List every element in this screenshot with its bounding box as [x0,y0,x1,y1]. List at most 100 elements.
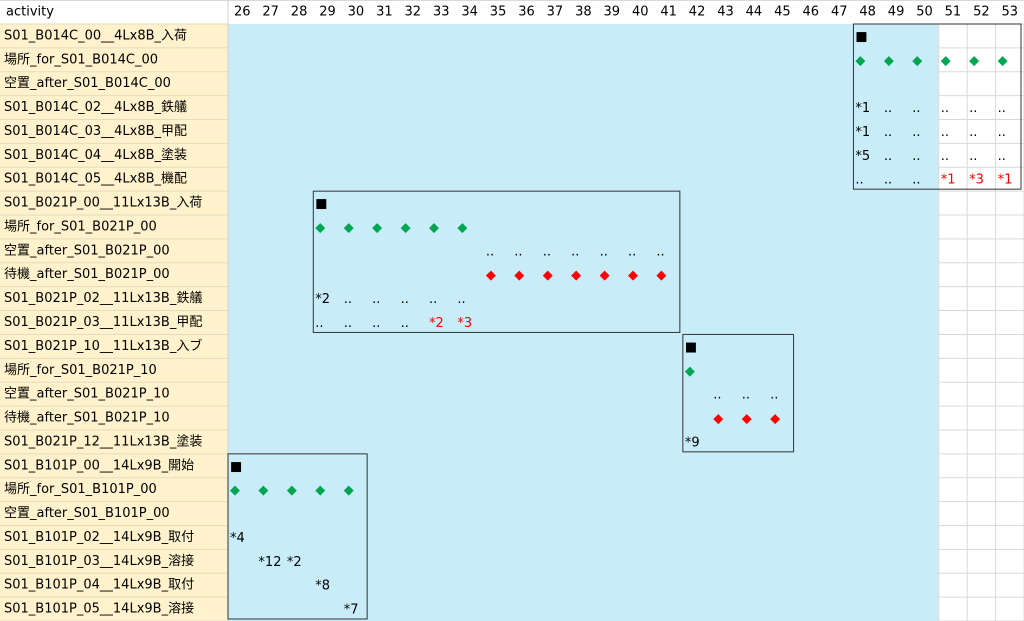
day-header: 43 [717,5,734,20]
cell-mark: .. [656,244,664,259]
cell-mark: ◆ [770,412,780,427]
activity-label: 空置_after_S01_B021P_00 [4,243,170,258]
cell-mark: .. [884,101,892,116]
activity-label: S01_B101P_05__14Lx9B_溶接 [4,601,194,617]
schedule-area [228,24,939,621]
day-header: 44 [746,5,763,20]
cell-mark: ◆ [429,220,439,235]
cell-mark: .. [912,125,920,140]
day-header: 40 [632,5,649,20]
cell-mark: ◆ [600,268,610,283]
day-header: 53 [1002,5,1019,20]
cell-mark: ◆ [401,220,411,235]
cell-mark: *4 [230,531,245,546]
activity-label: 場所_for_S01_B021P_00 [4,219,157,234]
day-header: 37 [547,5,564,20]
cell-mark: .. [884,125,892,140]
cell-mark: ◆ [713,412,723,427]
cell-mark: ◆ [315,483,325,498]
activity-label: S01_B014C_03__4Lx8B_甲配 [4,124,187,139]
cell-mark: .. [884,173,892,188]
cell-mark: .. [941,149,949,164]
activity-label: 場所_for_S01_B101P_00 [4,482,157,497]
cell-mark: ■ [685,340,697,355]
cell-mark: .. [941,125,949,140]
cell-mark: ◆ [941,53,951,68]
group-box [227,453,368,620]
day-header: 38 [575,5,592,20]
cell-mark: ◆ [230,483,240,498]
day-header: 41 [660,5,677,20]
cell-mark: .. [315,316,323,331]
cell-mark: *2 [429,316,444,331]
activity-label: 待機_after_S01_B021P_10 [4,411,170,426]
group-box [682,333,795,453]
cell-mark: *1 [998,173,1013,188]
cell-mark: .. [486,244,494,259]
day-header: 49 [888,5,905,20]
activity-label: 空置_after_S01_B021P_10 [4,387,170,402]
activity-label: S01_B101P_03__14Lx9B_溶接 [4,553,194,569]
cell-mark: ◆ [969,53,979,68]
group-box [852,23,1022,190]
activity-column [0,24,228,621]
cell-mark: ■ [230,459,242,474]
activity-label: 場所_for_S01_B014C_00 [4,52,158,67]
day-header: 26 [234,5,251,20]
cell-mark: *9 [685,435,700,450]
day-header: 29 [319,5,336,20]
cell-mark: .. [998,125,1006,140]
cell-mark: .. [543,244,551,259]
day-header: 47 [831,5,848,20]
cell-mark: *8 [315,579,330,594]
header-activity: activity [6,5,54,20]
activity-label: 待機_after_S01_B021P_00 [4,267,170,282]
day-header: 27 [262,5,279,20]
cell-mark: ◆ [998,53,1008,68]
cell-mark: .. [884,149,892,164]
cell-mark: *1 [855,125,870,140]
cell-mark: *3 [969,173,984,188]
activity-label: 空置_after_S01_B101P_00 [4,506,170,521]
day-header: 48 [859,5,876,20]
cell-mark: .. [855,173,863,188]
activity-label: S01_B014C_00__4Lx8B_入荷 [4,28,187,43]
cell-mark: ◆ [258,483,268,498]
day-header: 39 [604,5,621,20]
cell-mark: .. [912,173,920,188]
day-header: 46 [803,5,820,20]
cell-mark: *2 [315,292,330,307]
day-header: 35 [490,5,507,20]
day-header: 45 [774,5,791,20]
activity-label: S01_B021P_02__11Lx13B_鉄艤 [4,290,202,306]
activity-label: S01_B101P_00__14Lx9B_開始 [4,458,194,473]
activity-label: S01_B014C_04__4Lx8B_塗装 [4,147,187,163]
cell-mark: *7 [344,603,359,618]
day-header: 28 [291,5,308,20]
activity-label: S01_B101P_02__14Lx9B_取付 [4,530,194,545]
cell-mark: .. [571,244,579,259]
cell-mark: ◆ [685,364,695,379]
day-header: 52 [973,5,990,20]
cell-mark: *1 [855,101,870,116]
group-box [312,190,681,333]
cell-mark: .. [941,101,949,116]
activity-label: S01_B101P_04__14Lx9B_取付 [4,578,194,593]
cell-mark: ◆ [457,220,467,235]
cell-mark: ◆ [514,268,524,283]
cell-mark: .. [344,292,352,307]
cell-mark: ◆ [372,220,382,235]
activity-label: 空置_after_S01_B014C_00 [4,76,171,91]
cell-mark: .. [998,149,1006,164]
cell-mark: .. [401,316,409,331]
day-header: 51 [945,5,962,20]
cell-mark: ◆ [912,53,922,68]
day-header: 34 [461,5,478,20]
activity-label: S01_B014C_05__4Lx8B_機配 [4,172,187,187]
cell-mark: .. [457,292,465,307]
cell-mark: ◆ [628,268,638,283]
day-header: 50 [916,5,933,20]
cell-mark: .. [912,101,920,116]
